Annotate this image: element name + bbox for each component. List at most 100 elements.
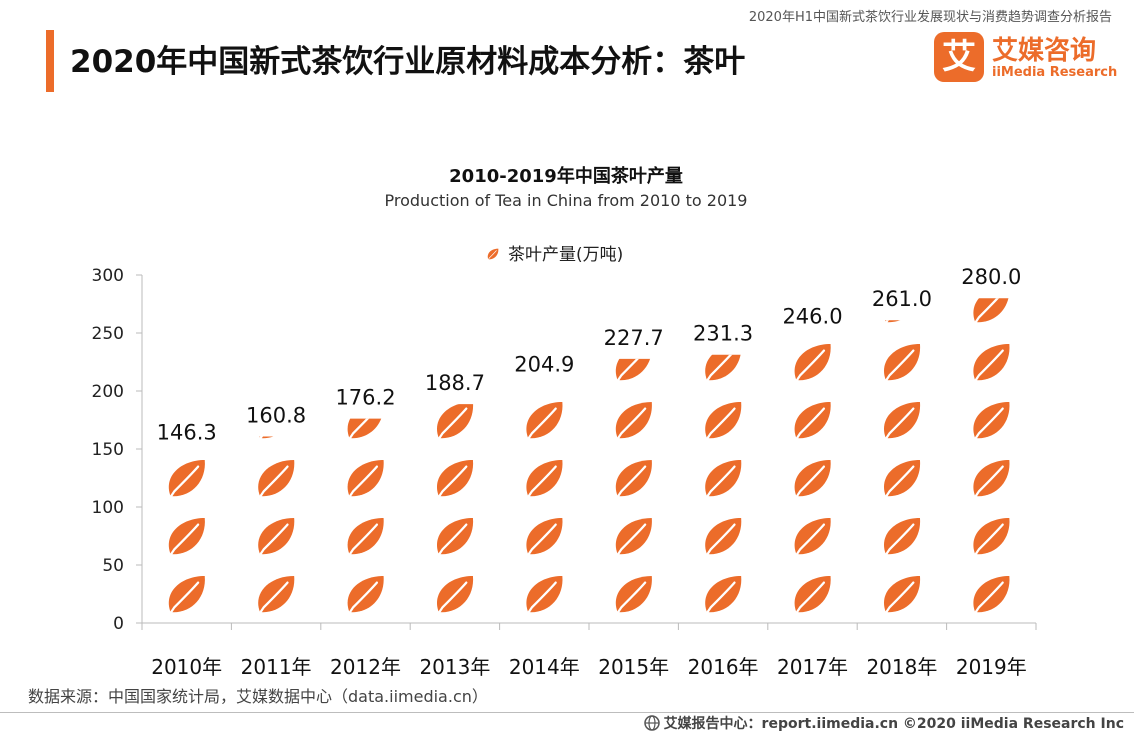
tea-production-chart: 2010-2019年中国茶叶产量 Production of Tea in Ch… <box>92 165 1037 679</box>
value-label: 280.0 <box>961 265 1021 289</box>
data-source: 数据来源：中国国家统计局，艾媒数据中心（data.iimedia.cn） <box>28 687 488 706</box>
leaf-icon <box>256 436 274 443</box>
bar-2013年 <box>435 404 474 617</box>
leaf-icon <box>972 459 1010 501</box>
leaf-icon <box>167 575 205 617</box>
leaf-icon <box>346 418 382 443</box>
leaf-icon <box>525 401 563 443</box>
leaf-icon <box>793 575 831 617</box>
leaf-icon <box>256 575 295 617</box>
leaf-icon <box>487 248 499 261</box>
chart-subtitle: Production of Tea in China from 2010 to … <box>385 191 748 210</box>
leaf-icon <box>346 575 384 617</box>
chart-title: 2010-2019年中国茶叶产量 <box>449 165 683 187</box>
leaf-icon <box>435 404 473 443</box>
leaf-icon <box>525 459 563 501</box>
x-tick-label: 2016年 <box>688 655 759 679</box>
bar-2016年 <box>703 354 742 617</box>
leaf-icon <box>882 320 900 327</box>
report-name: 2020年H1中国新式茶饮行业发展现状与消费趋势调查分析报告 <box>748 10 1112 25</box>
value-label: 146.3 <box>157 420 217 444</box>
leaf-icon <box>614 459 652 501</box>
bar-2014年 <box>525 401 563 617</box>
y-tick-label: 0 <box>113 614 124 634</box>
bars <box>167 298 1010 617</box>
x-tick-label: 2019年 <box>956 655 1027 679</box>
leaf-icon <box>793 459 831 501</box>
leaf-icon <box>614 517 652 559</box>
leaf-icon <box>882 343 921 385</box>
leaf-icon <box>703 459 742 501</box>
x-tick-label: 2010年 <box>151 655 222 679</box>
leaf-icon <box>703 401 742 443</box>
bar-2010年 <box>167 459 205 617</box>
leaf-icon <box>882 401 921 443</box>
legend-label: 茶叶产量(万吨) <box>508 245 623 265</box>
leaf-icon <box>167 517 205 559</box>
footer: 艾媒报告中心：report.iimedia.cn ©2020 iiMedia R… <box>643 713 1124 733</box>
bar-2011年 <box>256 436 295 617</box>
y-tick-label: 50 <box>102 556 124 576</box>
leaf-icon <box>525 517 563 559</box>
x-tick-label: 2018年 <box>866 655 937 679</box>
leaf-icon <box>435 517 474 559</box>
y-axis: 0 50 100 150 200 250 300 <box>92 266 143 634</box>
leaf-icon <box>972 517 1010 559</box>
leaf-icon <box>614 358 650 385</box>
bar-2017年 <box>793 343 831 617</box>
leaf-icon <box>882 517 921 559</box>
leaf-icon <box>972 575 1010 617</box>
footer-divider <box>0 712 1134 713</box>
y-tick-label: 300 <box>92 266 124 286</box>
leaf-icon <box>167 459 205 501</box>
leaf-icon <box>793 401 831 443</box>
y-tick-label: 250 <box>92 324 124 344</box>
x-tick-label: 2012年 <box>330 655 401 679</box>
leaf-icon <box>435 459 474 501</box>
footer-text: 艾媒报告中心：report.iimedia.cn ©2020 iiMedia R… <box>663 716 1124 732</box>
leaf-icon <box>703 354 741 385</box>
logo-cn-text: 艾媒咨询 <box>992 36 1097 66</box>
leaf-icon <box>882 575 921 617</box>
x-tick-label: 2011年 <box>241 655 312 679</box>
x-axis: 2010年 2011年 2012年 2013年 2014年 2015年 2016年 2017年… <box>141 622 1037 679</box>
page-title: 2020年中国新式茶饮行业原材料成本分析：茶叶 <box>70 44 746 80</box>
leaf-icon <box>793 343 831 385</box>
value-label: 261.0 <box>872 287 932 311</box>
globe-icon <box>643 715 660 731</box>
x-tick-label: 2013年 <box>419 655 490 679</box>
value-label: 204.9 <box>514 352 574 376</box>
value-labels: 146.3 160.8 176.2 188.7 204.9 227.7 231.3 246.0… <box>157 265 1022 444</box>
leaf-icon <box>793 517 831 559</box>
y-tick-label: 100 <box>92 498 124 518</box>
leaf-icon <box>346 459 384 501</box>
title-accent-bar <box>46 30 54 92</box>
legend-leaf-icon <box>487 248 499 261</box>
leaf-icon <box>972 401 1010 443</box>
leaf-icon <box>614 401 652 443</box>
bar-2018年 <box>882 320 921 617</box>
x-tick-label: 2014年 <box>509 655 580 679</box>
logo-en-text: iiMedia Research <box>992 65 1118 80</box>
leaf-icon <box>614 575 652 617</box>
leaf-icon <box>703 575 742 617</box>
value-label: 246.0 <box>782 305 842 329</box>
bar-2019年 <box>972 298 1010 617</box>
leaf-icon <box>882 459 921 501</box>
value-label: 160.8 <box>246 403 306 427</box>
leaf-icon <box>972 343 1010 385</box>
iimedia-logo: 艾 艾媒咨询 iiMedia Research <box>934 32 1118 86</box>
bar-2015年 <box>614 358 652 617</box>
x-tick-label: 2015年 <box>598 655 669 679</box>
leaf-icon <box>256 459 295 501</box>
y-tick-label: 150 <box>92 440 124 460</box>
bar-2012年 <box>346 418 384 617</box>
x-tick-label: 2017年 <box>777 655 848 679</box>
value-label: 231.3 <box>693 322 753 346</box>
y-tick-label: 200 <box>92 382 124 402</box>
chart-legend: 茶叶产量(万吨) <box>487 245 623 265</box>
leaf-icon <box>435 575 474 617</box>
leaf-icon <box>972 298 1009 327</box>
leaf-icon <box>525 575 563 617</box>
logo-mark-icon: 艾 <box>934 32 984 82</box>
